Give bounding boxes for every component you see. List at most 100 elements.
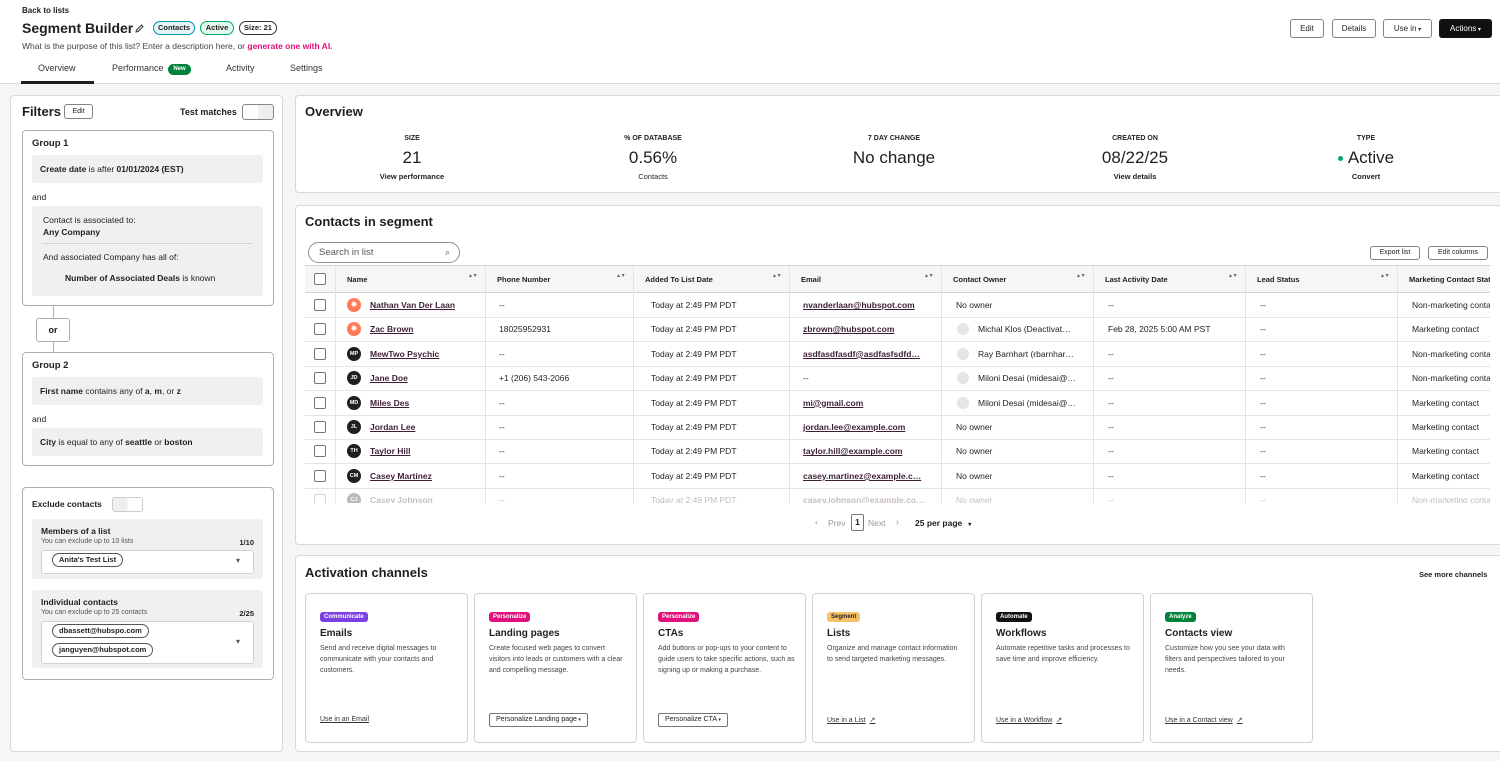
lead-status: --	[1260, 373, 1266, 384]
channel-link[interactable]: Use in a List ↗	[827, 717, 876, 724]
tab[interactable]: Settings	[290, 63, 323, 73]
page-number[interactable]: 1	[851, 514, 864, 531]
header-button[interactable]: Details	[1332, 19, 1376, 38]
condition-text: City	[40, 437, 57, 447]
email[interactable]: mi@gmail.com	[803, 397, 864, 408]
chip[interactable]: dbassett@hubspo.com	[52, 624, 149, 638]
actions-button[interactable]: Actions ▾	[1439, 19, 1492, 38]
column-header[interactable]: Added To List Date	[645, 275, 713, 284]
stat-value: 0.56%	[553, 148, 753, 168]
lead-status: --	[1260, 422, 1266, 432]
column-header[interactable]: Phone Number	[497, 275, 551, 284]
description-text: What is the purpose of this list? Enter …	[22, 41, 248, 51]
toggle[interactable]	[242, 104, 274, 120]
owner-avatar	[957, 347, 969, 360]
row-checkbox[interactable]	[314, 445, 326, 458]
channel-title: Landing pages	[489, 628, 560, 639]
per-page[interactable]: 25 per page ▾	[915, 518, 972, 528]
header-checkbox[interactable]	[314, 273, 326, 285]
tab[interactable]: Activity	[226, 63, 255, 73]
owner: Miloni Desai (midesai@…	[978, 397, 1076, 408]
column-header[interactable]: Marketing Contact Status	[1409, 275, 1490, 284]
next[interactable]: Next	[868, 518, 886, 528]
lead-status: --	[1260, 446, 1266, 457]
phone: --	[499, 495, 505, 503]
contact-name[interactable]: Jordan Lee	[370, 422, 416, 432]
email[interactable]: casey.martinez@example.c…	[803, 470, 922, 481]
marketing-status: Marketing contact	[1412, 470, 1480, 481]
channel-title: Workflows	[996, 628, 1047, 639]
row-checkbox[interactable]	[314, 323, 326, 336]
channel-button[interactable]: Personalize CTA ▾	[658, 713, 728, 727]
table-button[interactable]: Edit columns	[1428, 246, 1488, 260]
row-checkbox[interactable]	[314, 299, 326, 311]
status-dot	[1337, 156, 1343, 162]
last-activity: --	[1108, 373, 1114, 384]
column-header[interactable]: Lead Status	[1257, 275, 1300, 284]
column-header[interactable]: Email	[801, 275, 822, 284]
filters-edit[interactable]: Edit	[64, 104, 93, 119]
chip-field[interactable]	[41, 550, 254, 574]
ai-link[interactable]: generate one with AI.	[247, 41, 333, 51]
tab[interactable]: Performance	[112, 63, 164, 73]
sort-icon: ▴ ▾	[1229, 273, 1237, 279]
header-button[interactable]: Use in ▾	[1383, 19, 1432, 38]
email[interactable]: taylor.hill@example.com	[803, 446, 903, 457]
row-checkbox[interactable]	[314, 347, 326, 360]
chip[interactable]: janguyen@hubspot.com	[52, 643, 154, 657]
stat-link[interactable]: View details	[1113, 172, 1157, 181]
email[interactable]: nvanderlaan@hubspot.com	[803, 300, 915, 310]
prev[interactable]: Prev	[828, 518, 846, 528]
channel-description: Customize how you see your data with fil…	[1165, 645, 1285, 674]
contact-name[interactable]: Casey Martinez	[370, 470, 432, 481]
chip[interactable]: Anita's Test List	[52, 553, 124, 567]
row-line	[305, 390, 1490, 392]
column-header[interactable]: Name	[347, 275, 368, 284]
email[interactable]: jordan.lee@example.com	[803, 422, 906, 432]
contact-name[interactable]: Taylor Hill	[370, 446, 411, 457]
contact-name[interactable]: MewTwo Psychic	[370, 348, 440, 359]
channel-tag: Personalize	[489, 612, 531, 622]
column-header[interactable]: Contact Owner	[953, 275, 1007, 284]
avatar: CM	[347, 468, 361, 483]
phone: --	[499, 422, 505, 432]
contact-name[interactable]: Nathan Van Der Laan	[370, 300, 456, 310]
email[interactable]: casey.johnson@example.co…	[803, 495, 925, 503]
see-more[interactable]: See more channels	[1419, 570, 1488, 579]
row-checkbox[interactable]	[314, 494, 326, 503]
tab[interactable]: Overview	[38, 63, 76, 73]
contact-name[interactable]: Zac Brown	[370, 324, 414, 335]
table-button[interactable]: Export list	[1370, 246, 1420, 260]
pencil-icon[interactable]	[134, 23, 145, 34]
exclude-toggle[interactable]	[112, 497, 143, 512]
stat-link[interactable]: View performance	[379, 172, 445, 181]
search-box[interactable]: Search in list ⌕	[308, 242, 460, 263]
column-divider	[1397, 266, 1398, 503]
column-header[interactable]: Last Activity Date	[1105, 275, 1168, 284]
avatar: TH	[347, 444, 361, 459]
stat-link[interactable]: Convert	[1351, 172, 1381, 181]
channel-link[interactable]: Use in a Contact view ↗	[1165, 717, 1243, 724]
email[interactable]: asdfasdfasdf@asdfasfsdfd…	[803, 348, 920, 359]
row-checkbox[interactable]	[314, 421, 326, 433]
email[interactable]: zbrown@hubspot.com	[803, 324, 895, 335]
channel-button[interactable]: Personalize Landing page ▾	[489, 713, 588, 727]
last-activity: --	[1108, 446, 1114, 457]
marketing-status: Marketing contact	[1412, 324, 1480, 335]
owner: No owner	[956, 470, 993, 481]
contact-name[interactable]: Casey Johnson	[370, 495, 433, 503]
condition: City is equal to any of seattle or bosto…	[32, 428, 263, 456]
condition: First name contains any of a, m, or z	[32, 377, 263, 405]
row-checkbox[interactable]	[314, 372, 326, 385]
channel-link[interactable]: Use in an Email	[320, 716, 370, 723]
row-checkbox[interactable]	[314, 396, 326, 409]
contact-name[interactable]: Miles Des	[370, 397, 410, 408]
row-checkbox[interactable]	[314, 469, 326, 482]
back-link[interactable]: Back to lists	[22, 6, 70, 15]
marketing-status: Non-marketing contact	[1412, 495, 1490, 503]
condition-text: ,	[149, 386, 155, 396]
contact-name[interactable]: Jane Doe	[370, 373, 408, 384]
header-button[interactable]: Edit	[1290, 19, 1324, 38]
channel-link[interactable]: Use in a Workflow ↗	[996, 717, 1063, 724]
added-date: Today at 2:49 PM PDT	[651, 495, 737, 503]
